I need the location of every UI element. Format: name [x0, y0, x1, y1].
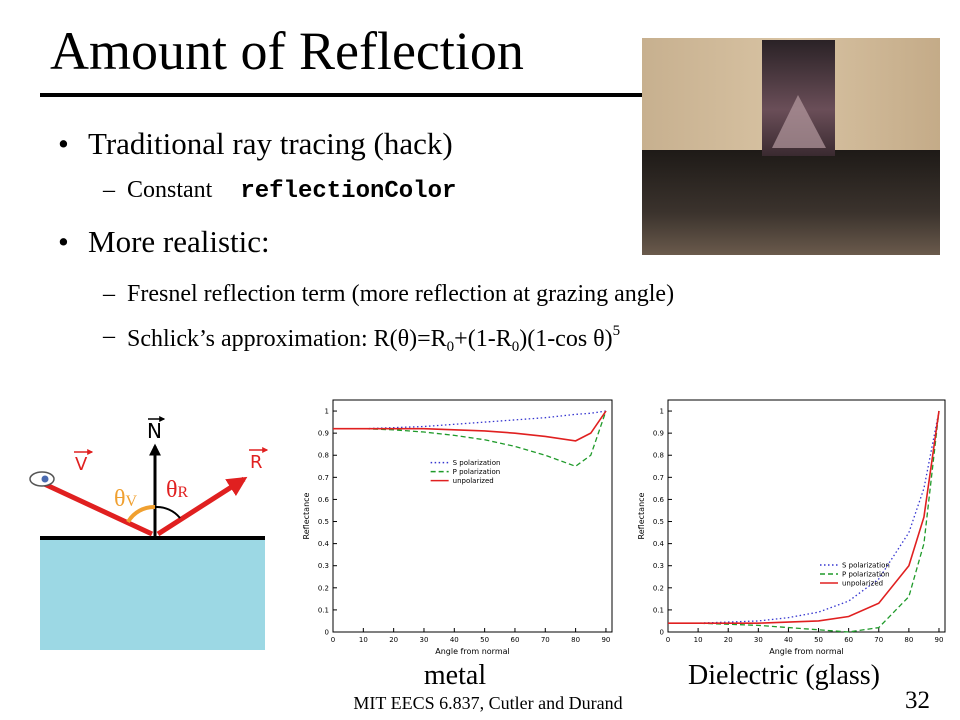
incident-label: V [75, 454, 88, 475]
formula-part: )(1-cos θ) [519, 326, 613, 352]
chart: 0 10 20 30 40 50 60 70 80 90 0 0.1 0.2 0.3 0.4 0.5 0.6 0.… [637, 399, 946, 656]
y-axis-label: Reflectance [302, 492, 311, 539]
angle-symbol: θ [114, 486, 126, 512]
series-line [668, 410, 940, 633]
normal-label: N [147, 419, 162, 443]
x-axis-label: Angle from normal [769, 647, 844, 656]
plot-frame [332, 399, 613, 633]
formula-part: +(1-R [454, 326, 512, 352]
x-tick-label: 30 [420, 636, 429, 644]
slide-title: Amount of Reflection [50, 21, 524, 81]
x-tick-label: 20 [724, 636, 733, 644]
chart-caption: Dielectric (glass) [687, 660, 881, 691]
x-tick-label: 40 [784, 636, 793, 644]
y-tick-label: 0.6 [653, 496, 665, 504]
y-tick-label: 0 [325, 629, 329, 637]
x-tick-label: 70 [874, 636, 883, 644]
y-tick-label: 0.8 [653, 452, 664, 460]
legend-label: S polarization [842, 562, 890, 570]
y-tick-label: 0.4 [653, 540, 665, 548]
bullet-text: More realistic: [88, 224, 270, 259]
chart-caption: metal [423, 660, 487, 691]
plot-frame [667, 399, 946, 633]
x-axis-label: Angle from normal [435, 647, 510, 656]
formula-part: Schlick’s approximation: R(θ)=R [127, 326, 447, 352]
sub-bullet: Constant reflectionColor [127, 178, 456, 204]
angle-v-label: θV [114, 487, 137, 511]
sub-bullet: Schlick’s approximation: R(θ)=R0+(1-R0)(… [127, 324, 620, 355]
formula-part: 0 [511, 339, 520, 355]
x-tick-label: 50 [480, 636, 489, 644]
y-tick-label: 0.7 [653, 474, 664, 482]
x-tick-label: 70 [541, 636, 550, 644]
legend-label: unpolarized [842, 580, 883, 588]
y-tick-label: 0.7 [318, 474, 329, 482]
bullet-text: Traditional ray tracing (hack) [88, 126, 453, 161]
reflection-diagram [29, 416, 269, 650]
y-tick-label: 0.6 [318, 496, 330, 504]
y-tick-label: 0.5 [318, 518, 329, 526]
x-tick-label: 10 [359, 636, 368, 644]
y-tick-label: 0.2 [653, 584, 664, 592]
series-line [333, 410, 607, 442]
legend-label: S polarization [453, 459, 501, 467]
y-tick-label: 0.1 [318, 606, 329, 614]
sub-text: Constant [127, 177, 213, 203]
bullet-marker: • [58, 224, 69, 259]
angle-sub: R [177, 484, 189, 501]
y-tick-label: 0 [660, 629, 664, 637]
sub-text: Fresnel reflection term (more reflection… [127, 281, 675, 307]
series-line [668, 410, 940, 624]
title-rule [40, 93, 642, 97]
y-tick-label: 0.3 [318, 562, 329, 570]
code-text: reflectionColor [240, 178, 457, 205]
legend-label: P polarization [842, 571, 890, 579]
x-tick-label: 60 [844, 636, 853, 644]
x-tick-label: 80 [571, 636, 580, 644]
y-tick-label: 0.2 [318, 584, 329, 592]
photo [642, 38, 940, 255]
angle-sub: V [125, 493, 138, 510]
y-tick-label: 0.1 [653, 606, 664, 614]
bullet-marker: • [58, 126, 69, 161]
sub-marker: – [103, 323, 115, 349]
x-tick-label: 30 [754, 636, 763, 644]
y-tick-label: 0.8 [318, 452, 329, 460]
y-tick-label: 0.5 [653, 518, 664, 526]
x-tick-label: 80 [904, 636, 913, 644]
footer: MIT EECS 6.837, Cutler and Durand [353, 693, 623, 713]
formula-part: 0 [446, 339, 455, 355]
x-tick-label: 60 [510, 636, 519, 644]
y-axis-label: Reflectance [637, 492, 646, 539]
page-number: 32 [905, 687, 930, 714]
y-tick-label: 0.9 [653, 430, 664, 438]
y-tick-label: 0.9 [318, 430, 329, 438]
sub-marker: – [103, 177, 115, 203]
y-tick-label: 1 [660, 408, 664, 416]
x-tick-label: 0 [331, 636, 335, 644]
series-line [668, 410, 940, 624]
chart: 0 10 20 30 40 50 60 70 80 90 0 0.1 0.2 0.3 0.4 0.5 0.6 0.… [302, 399, 613, 656]
y-tick-label: 1 [325, 408, 329, 416]
x-tick-label: 90 [935, 636, 944, 644]
angle-r-label: θR [166, 478, 188, 502]
reflected-label: R [250, 452, 263, 473]
sub-marker: – [103, 281, 115, 307]
formula-part: 5 [612, 323, 621, 339]
x-tick-label: 10 [694, 636, 703, 644]
y-tick-label: 0.4 [318, 540, 330, 548]
x-tick-label: 40 [450, 636, 459, 644]
legend-label: P polarization [453, 468, 501, 476]
x-tick-label: 0 [666, 636, 670, 644]
x-tick-label: 20 [389, 636, 398, 644]
x-tick-label: 90 [601, 636, 610, 644]
series-line [333, 410, 607, 430]
y-tick-label: 0.3 [653, 562, 664, 570]
x-tick-label: 50 [814, 636, 823, 644]
angle-symbol: θ [166, 477, 178, 503]
legend-label: unpolarized [453, 477, 494, 485]
